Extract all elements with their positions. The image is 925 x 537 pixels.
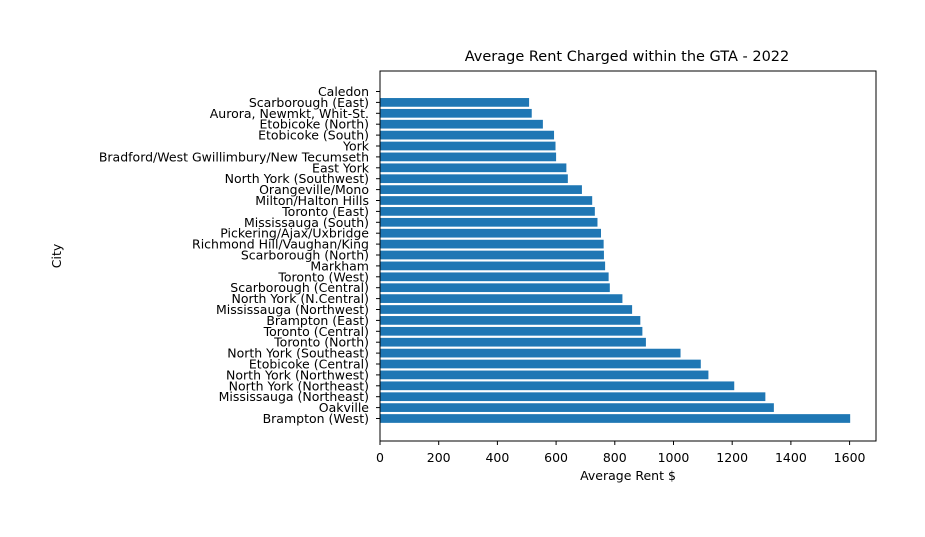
y-tick-label: Scarborough (East) xyxy=(249,95,369,110)
y-tick-label: Toronto (East) xyxy=(281,204,369,219)
bar xyxy=(380,272,609,282)
bar xyxy=(380,392,766,402)
bar xyxy=(380,98,530,107)
x-tick-label: 600 xyxy=(544,450,568,465)
plot-area-frame xyxy=(379,70,877,442)
y-tick-label: Milton/Halton Hills xyxy=(255,193,369,208)
y-tick-label: Toronto (West) xyxy=(277,269,369,284)
y-tick-label: Pickering/Ajax/Uxbridge xyxy=(220,226,369,241)
y-tick-label: Mississauga (Northeast) xyxy=(219,389,369,404)
bar xyxy=(380,228,601,238)
x-tick-label: 400 xyxy=(485,450,509,465)
y-tick-label: York xyxy=(342,139,370,154)
x-axis-ticks: 0 200 400 600 800 1000 1200 1400 1600 xyxy=(376,441,866,465)
x-tick-label: 200 xyxy=(427,450,451,465)
bar xyxy=(380,261,606,271)
bar xyxy=(380,239,604,249)
bar xyxy=(380,185,582,194)
bars-group xyxy=(380,98,851,423)
bar xyxy=(380,294,623,303)
x-tick-label: 1400 xyxy=(775,450,807,465)
y-tick-label: Markham xyxy=(310,258,369,273)
y-tick-label: Mississauga (South) xyxy=(244,215,369,230)
y-tick-label: North York (Southeast) xyxy=(227,346,369,361)
y-tick-label: North York (Northwest) xyxy=(226,367,369,382)
y-tick-label: Richmond Hill/Vaughan/King xyxy=(192,237,369,252)
y-tick-label: Bradford/West Gwillimbury/New Tecumseth xyxy=(99,149,369,164)
y-tick-label: Mississauga (Northwest) xyxy=(216,302,369,317)
bar xyxy=(380,250,604,260)
y-tick-label: Toronto (Central) xyxy=(263,324,369,339)
bar xyxy=(380,152,557,162)
bar xyxy=(380,283,610,293)
bar xyxy=(380,348,681,358)
x-tick-label: 1200 xyxy=(716,450,748,465)
bar xyxy=(380,326,643,336)
x-tick-label: 0 xyxy=(376,450,384,465)
bar xyxy=(380,141,556,151)
bar xyxy=(380,163,567,173)
bar xyxy=(380,196,593,205)
y-tick-label: Toronto (North) xyxy=(273,335,369,350)
bar xyxy=(380,174,568,184)
y-tick-label: Oakville xyxy=(319,400,370,415)
bar xyxy=(380,130,555,140)
x-tick-label: 1000 xyxy=(658,450,690,465)
y-tick-label: Aurora, Newmkt, Whit-St. xyxy=(210,106,369,121)
x-axis-label: Average Rent $ xyxy=(580,468,676,483)
bar xyxy=(380,403,774,412)
y-tick-label: Caledon xyxy=(318,84,369,99)
bar xyxy=(380,337,646,347)
y-tick-label: Etobicoke (Central) xyxy=(249,357,369,372)
y-tick-label: Scarborough (Central) xyxy=(230,280,369,295)
bar xyxy=(380,381,735,391)
bar xyxy=(380,217,598,227)
chart-title: Average Rent Charged within the GTA - 20… xyxy=(465,49,790,65)
bar xyxy=(380,359,701,369)
x-tick-label: 800 xyxy=(603,450,627,465)
bar xyxy=(380,370,709,380)
bar xyxy=(380,119,543,129)
y-tick-label: Scarborough (North) xyxy=(241,248,369,263)
bar xyxy=(380,305,633,314)
x-tick-label: 1600 xyxy=(834,450,866,465)
y-tick-label: Brampton (West) xyxy=(263,411,369,426)
y-tick-label: Etobicoke (North) xyxy=(259,117,369,132)
y-axis-label: City xyxy=(49,243,64,268)
y-tick-label: Orangeville/Mono xyxy=(259,182,369,197)
bar xyxy=(380,316,641,325)
bar xyxy=(380,414,851,423)
y-tick-label: Brampton (East) xyxy=(266,313,369,328)
bar xyxy=(380,207,595,216)
bar xyxy=(380,108,532,118)
y-tick-label: East York xyxy=(312,160,370,175)
y-tick-label: North York (Northeast) xyxy=(229,378,369,393)
y-tick-label: North York (N.Central) xyxy=(232,291,370,306)
y-tick-label: North York (Southwest) xyxy=(225,171,369,186)
y-tick-label: Etobicoke (South) xyxy=(258,128,369,143)
